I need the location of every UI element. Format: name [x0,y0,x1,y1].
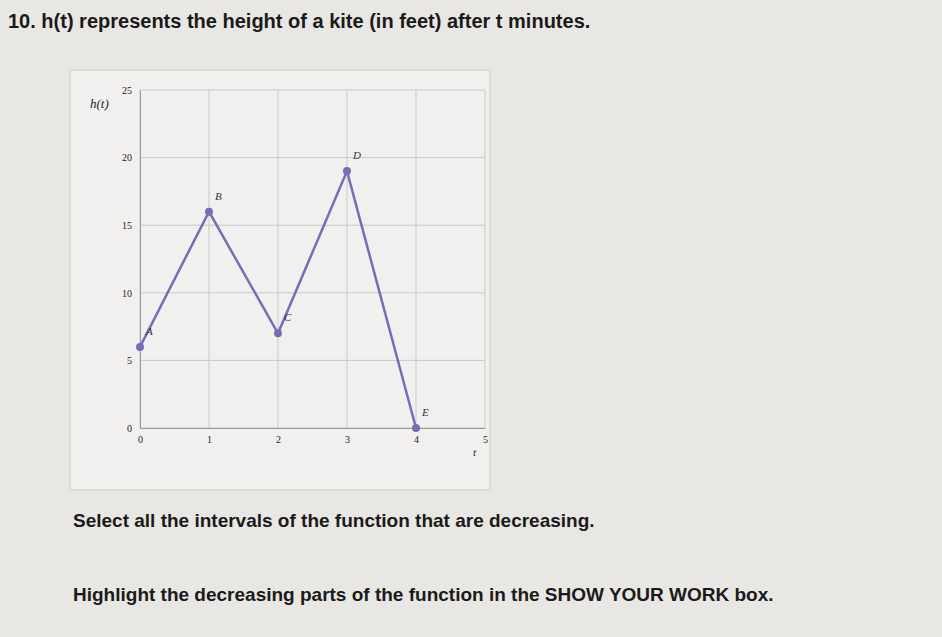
grid-line [278,90,279,428]
grid-line [140,360,485,361]
line [140,171,416,428]
point-label: E [421,406,429,418]
tick-label: 1 [207,434,212,445]
y-axis: 0 5 10 15 20 25 [122,85,141,434]
point [274,329,282,337]
point [205,208,213,216]
tick-label: 5 [127,355,132,366]
tick-label: 3 [345,434,350,445]
grid-line [140,225,485,226]
point-label: D [352,149,361,161]
plot-area [136,167,420,432]
tick-label: 15 [122,220,132,231]
point [136,343,144,351]
tick: 1 [207,428,212,445]
grid-line [140,157,485,158]
tick: 20 [122,152,140,163]
grid-line [416,90,417,428]
axis-line [141,428,486,429]
grid-line [209,90,210,428]
grid-line [347,90,348,428]
tick-label: 4 [414,434,419,445]
title: 10. h(t) represents the height of a kite… [8,10,590,32]
tick-label: 10 [122,288,132,299]
tick: 0 [138,428,143,445]
tick: 2 [276,428,281,445]
tick: 0 [127,423,140,434]
grid-line [485,90,486,428]
tick-label: 20 [122,152,132,163]
tick: 25 [122,85,140,96]
tick-label: 0 [127,423,132,434]
grid [140,90,485,428]
point [343,167,351,175]
tick-label: 0 [138,434,143,445]
grid-line [140,428,485,429]
point-label: C [284,311,292,323]
axis-line [140,91,141,429]
tick-label: 5 [483,434,488,445]
tick: 10 [122,288,140,299]
point [412,424,420,432]
tick-label: 2 [276,434,281,445]
point-label: A [145,325,153,337]
x-axis: 0 1 2 3 4 5 [138,428,488,445]
tick: 3 [345,428,350,445]
x-axis-title: t [473,446,477,458]
tick: 5 [127,355,140,366]
point-label: B [215,190,222,202]
instruction: Highlight the decreasing parts of the fu… [73,584,774,605]
grid-line [140,90,141,428]
grid-line [140,90,485,91]
instruction: Select all the intervals of the function… [73,510,595,531]
tick: 5 [483,428,488,445]
chart-card [70,70,490,490]
page: 10. h(t) represents the height of a kite… [0,0,942,637]
tick: 15 [122,220,140,231]
tick-label: 25 [122,85,132,96]
grid-line [140,292,485,293]
y-axis-title: h(t) [90,96,109,111]
